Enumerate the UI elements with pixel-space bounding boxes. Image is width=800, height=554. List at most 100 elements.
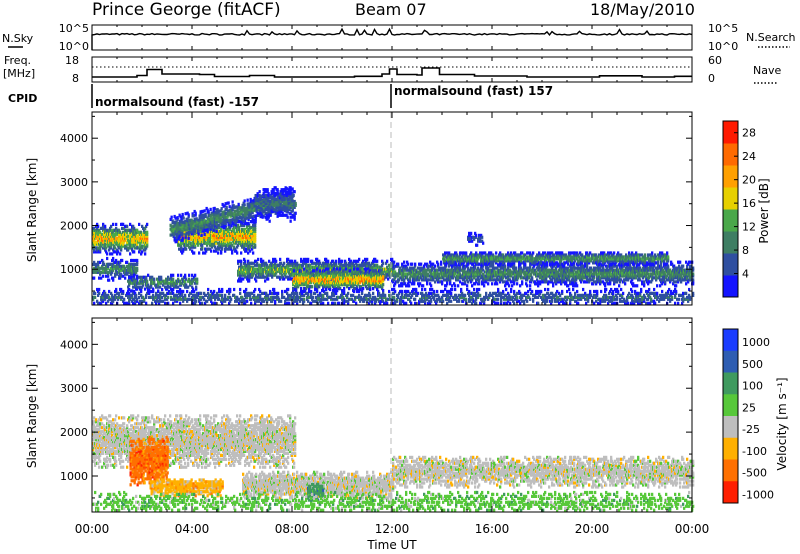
echo-cell	[221, 247, 224, 251]
echo-cell	[230, 241, 233, 245]
echo-cell	[204, 228, 207, 232]
echo-cell	[237, 259, 240, 263]
echo-cell	[130, 262, 133, 266]
echo-cell	[136, 242, 139, 246]
echo-cell	[275, 209, 278, 213]
echo-cell	[233, 245, 236, 249]
echo-cell	[153, 281, 156, 285]
echo-cell	[276, 205, 279, 209]
echo-cell	[254, 263, 257, 267]
echo-cell	[229, 218, 232, 222]
echo-cell	[179, 227, 182, 231]
echo-cell	[224, 212, 227, 216]
echo-cell	[206, 208, 209, 212]
echo-cell	[116, 252, 119, 256]
echo-cell	[248, 241, 251, 245]
echo-cell	[254, 231, 257, 235]
echo-cell	[144, 226, 147, 230]
echo-cell	[225, 219, 228, 223]
echo-cell	[194, 273, 197, 277]
echo-cell	[200, 233, 203, 237]
echo-cell	[228, 237, 231, 241]
echo-cell	[129, 222, 132, 226]
echo-cell	[401, 262, 404, 266]
echo-cell	[207, 247, 210, 251]
echo-cell	[119, 276, 122, 280]
echo-cell	[100, 234, 103, 238]
echo-cell	[293, 199, 296, 204]
echo-cell	[176, 227, 179, 232]
echo-cell	[100, 266, 103, 270]
echo-cell	[234, 247, 237, 251]
echo-cell	[241, 229, 244, 233]
echo-cell	[259, 211, 262, 215]
echo-cell	[164, 279, 167, 283]
echo-cell	[285, 194, 288, 198]
echo-cell	[133, 277, 136, 281]
echo-cell	[250, 209, 253, 213]
echo-cell	[393, 260, 396, 264]
echo-cell	[238, 239, 241, 243]
echo-cell	[265, 196, 268, 200]
echo-cell	[256, 197, 259, 202]
echo-cell	[198, 226, 201, 230]
echo-cell	[256, 261, 259, 265]
echo-cell	[215, 249, 218, 253]
echo-cell	[180, 249, 183, 253]
echo-cell	[188, 226, 191, 230]
echo-cell	[240, 259, 243, 263]
echo-cell	[203, 219, 206, 223]
echo-cell	[246, 198, 249, 202]
echo-cell	[126, 236, 129, 240]
echo-cell	[255, 207, 258, 211]
echo-cell	[245, 247, 248, 251]
echo-cell	[230, 224, 233, 228]
echo-cell	[269, 207, 272, 211]
echo-cell	[193, 209, 196, 214]
echo-cell	[279, 201, 282, 206]
echo-cell	[254, 237, 257, 241]
echo-cell	[175, 283, 178, 287]
echo-cell	[188, 239, 191, 243]
echo-cell	[253, 241, 256, 245]
echo-cell	[135, 283, 138, 287]
date-title: 18/May/2010	[590, 0, 695, 19]
echo-cell	[185, 241, 188, 245]
echo-cell	[362, 287, 365, 291]
echo-cell	[99, 230, 102, 234]
echo-cell	[319, 261, 322, 265]
echo-cell	[206, 243, 209, 247]
echo-cell	[141, 246, 144, 250]
echo-cell	[378, 285, 381, 289]
echo-cell	[187, 236, 190, 241]
echo-cell	[149, 277, 152, 281]
echo-cell	[185, 277, 188, 281]
echo-cell	[251, 225, 254, 230]
echo-cell	[106, 252, 109, 256]
echo-cell	[97, 230, 100, 234]
echo-cell	[236, 245, 239, 249]
echo-cell	[106, 256, 109, 261]
echo-cell	[180, 245, 183, 249]
echo-cell	[289, 215, 292, 219]
echo-cell	[258, 190, 261, 194]
echo-cell	[175, 239, 178, 244]
echo-cell	[311, 259, 314, 263]
echo-cell	[167, 275, 170, 279]
echo-cell	[144, 287, 147, 291]
echo-cell	[238, 265, 241, 269]
echo-cell	[529, 264, 532, 268]
echo-cell	[134, 285, 137, 289]
echo-cell	[118, 262, 121, 266]
echo-cell	[289, 205, 292, 209]
echo-cell	[281, 196, 284, 200]
echo-cell	[194, 211, 197, 215]
echo-cell	[368, 261, 371, 265]
echo-cell	[131, 272, 134, 276]
echo-cell	[106, 230, 109, 234]
echo-cell	[181, 236, 184, 240]
echo-cell	[171, 221, 174, 225]
echo-cell	[225, 205, 228, 209]
echo-cell	[191, 273, 194, 277]
echo-cell	[293, 217, 296, 221]
